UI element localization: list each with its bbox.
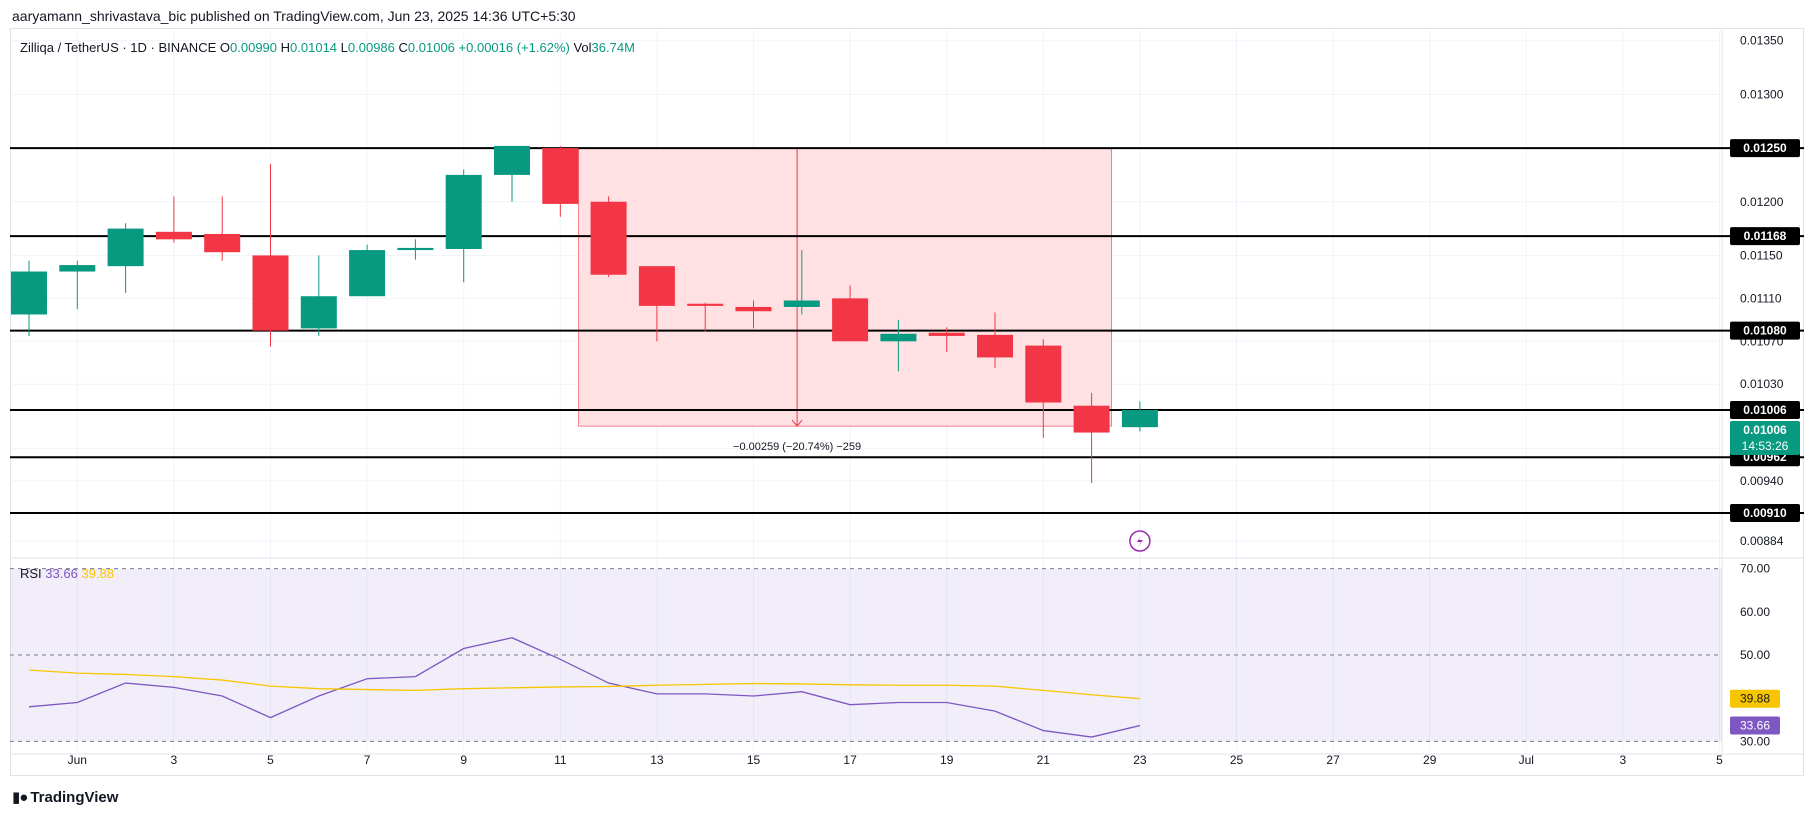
time-axis-tick: 29: [1423, 753, 1437, 767]
candle-body: [1073, 405, 1110, 433]
measurement-arrow-head: [791, 419, 803, 427]
low-label: L: [340, 40, 348, 55]
change-value: +0.00016 (+1.62%): [458, 40, 570, 55]
time-axis-tick: 7: [364, 753, 371, 767]
candle-body: [880, 333, 917, 342]
rsi-ma-badge-label: 39.88: [1740, 692, 1770, 706]
time-axis-tick: Jul: [1519, 753, 1534, 767]
rsi-badge: [1730, 716, 1780, 735]
time-axis-tick: 19: [940, 753, 954, 767]
candle-body: [11, 271, 47, 315]
candle-body: [928, 332, 965, 336]
brand-name: TradingView: [30, 789, 119, 806]
price-axis-tick: 0.00940: [1740, 474, 1784, 488]
low-value: 0.00986: [347, 40, 395, 55]
level-price-badge: [1730, 227, 1800, 246]
candle-body: [155, 231, 192, 240]
time-axis-tick: 25: [1230, 753, 1244, 767]
time-axis-tick: 27: [1326, 753, 1340, 767]
high-label: H: [280, 40, 291, 55]
level-price-label: 0.01168: [1744, 229, 1787, 243]
rsi-axis-tick: 50.00: [1740, 648, 1770, 662]
tradingview-logo[interactable]: ▮● TradingView: [12, 788, 118, 806]
candle-body: [542, 148, 579, 204]
candle-body: [783, 300, 820, 307]
measurement-label: −0.00259 (−20.74%) −259: [733, 441, 861, 453]
volume-value: 36.74M: [591, 40, 635, 55]
price-axis-tick: 0.01150: [1740, 248, 1783, 262]
candle-body: [977, 334, 1013, 358]
time-axis-tick: 3: [171, 753, 178, 767]
close-label: C: [398, 40, 408, 55]
rsi-legend-value: 33.66: [45, 566, 78, 581]
close-value: 0.01006: [407, 40, 455, 55]
level-price-badge: [1730, 139, 1800, 158]
candle-body: [638, 266, 675, 306]
level-price-badge: [1730, 401, 1800, 420]
time-axis-tick: 3: [1620, 753, 1627, 767]
level-price-badge: [1730, 321, 1800, 340]
level-price-badge: [1730, 504, 1800, 523]
candle-body: [397, 247, 434, 251]
time-axis-tick: 13: [650, 753, 664, 767]
candle-body: [590, 201, 627, 275]
time-axis-tick: 5: [267, 753, 274, 767]
candle-body: [687, 303, 724, 306]
candle-body: [832, 298, 869, 342]
candle-countdown: 14:53:26: [1742, 439, 1789, 453]
candle-body: [349, 250, 386, 297]
level-price-label: 0.01250: [1743, 141, 1787, 155]
time-axis-tick: 23: [1133, 753, 1147, 767]
candle-body: [252, 255, 289, 331]
candle-body: [107, 228, 144, 267]
rsi-ma-legend-value: 39.88: [81, 566, 115, 581]
time-axis-tick: 15: [747, 753, 761, 767]
candle-body: [735, 306, 772, 312]
rsi-axis-tick: 60.00: [1740, 605, 1770, 619]
candle-body: [445, 174, 482, 249]
rsi-ma-line: [28, 669, 1140, 700]
time-axis-tick: 9: [460, 753, 467, 767]
price-axis-tick: 0.01300: [1740, 87, 1784, 101]
symbol-name: Zilliqa / TetherUS · 1D · BINANCE: [20, 40, 217, 55]
high-value: 0.01014: [290, 40, 338, 55]
lightning-bolt-glyph: [1136, 535, 1143, 547]
published-line: aaryamann_shrivastava_bic published on T…: [12, 8, 576, 24]
level-price-label: 0.01006: [1743, 403, 1787, 417]
time-axis-tick: 11: [554, 753, 567, 767]
candle-body: [1025, 345, 1062, 403]
rsi-axis-tick: 30.00: [1740, 734, 1770, 748]
rsi-line: [28, 637, 1141, 738]
rsi-axis-tick: 70.00: [1740, 562, 1770, 576]
price-axis-tick: 0.01030: [1740, 377, 1784, 391]
symbol-legend[interactable]: Zilliqa / TetherUS · 1D · BINANCE O0.009…: [20, 40, 635, 55]
time-axis-tick: 5: [1716, 753, 1723, 767]
open-value: 0.00990: [230, 40, 278, 55]
open-label: O: [219, 40, 231, 55]
candle-body: [1121, 410, 1158, 428]
candle-body: [204, 233, 241, 253]
current-price-label: 0.01006: [1743, 423, 1787, 437]
price-axis-tick: 0.01110: [1740, 291, 1782, 305]
time-axis-tick: Jun: [68, 753, 87, 767]
level-price-label: 0.01080: [1743, 324, 1787, 338]
candle-body: [494, 145, 530, 175]
rsi-label: RSI: [20, 566, 42, 581]
price-axis-tick: 0.00884: [1740, 534, 1784, 548]
time-axis-tick: 21: [1037, 753, 1051, 767]
price-axis-tick: 0.01200: [1740, 195, 1784, 209]
volume-label: Vol: [573, 40, 592, 55]
price-axis-tick: 0.01350: [1740, 34, 1784, 48]
rsi-ma-badge: [1730, 689, 1780, 708]
rsi-legend[interactable]: RSI 33.66 39.88: [20, 566, 114, 581]
chart-frame: [10, 28, 1804, 776]
time-axis-tick: 17: [843, 753, 857, 767]
current-price-badge: [1730, 421, 1800, 456]
tradingview-logo-icon: ▮●: [12, 789, 28, 806]
candle-body: [59, 265, 96, 272]
candle-body: [300, 296, 337, 329]
rsi-badge-label: 33.66: [1740, 719, 1770, 733]
level-price-label: 0.00910: [1743, 506, 1787, 520]
